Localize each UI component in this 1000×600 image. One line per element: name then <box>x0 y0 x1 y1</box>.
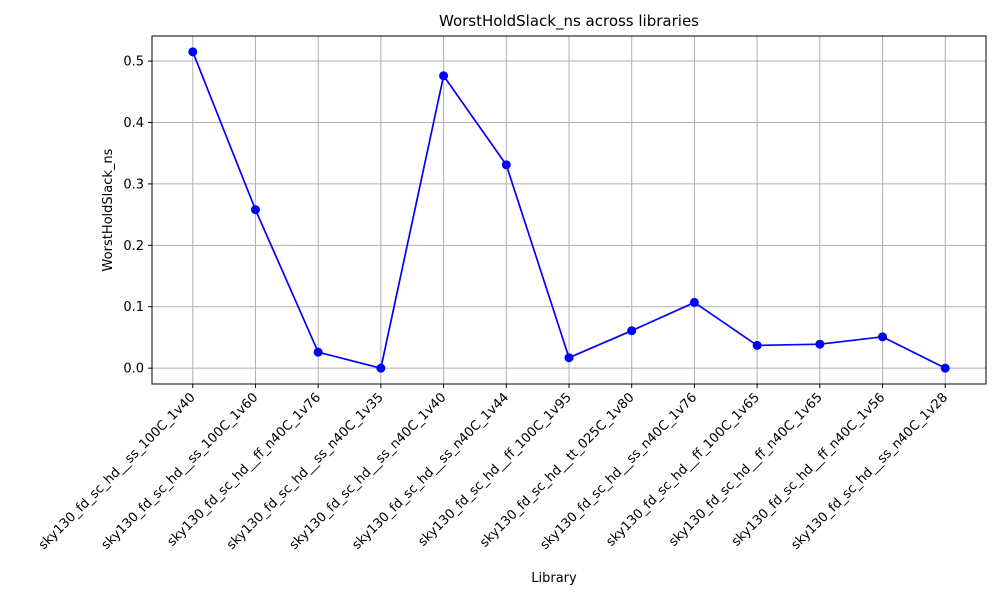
y-tick-label: 0.0 <box>123 362 144 377</box>
y-tick-label: 0.5 <box>123 55 144 70</box>
y-tick-label: 0.2 <box>123 239 144 254</box>
y-tick-label: 0.3 <box>123 177 144 192</box>
data-point <box>313 347 323 357</box>
x-axis-label: Library <box>531 571 577 586</box>
data-point <box>376 363 386 373</box>
data-point <box>878 332 888 342</box>
y-axis-label: WorstHoldSlack_ns <box>101 148 116 271</box>
data-point <box>564 353 574 363</box>
data-point <box>689 297 699 307</box>
data-point <box>627 326 637 336</box>
chart-title: WorstHoldSlack_ns across libraries <box>439 12 699 31</box>
data-point <box>439 71 449 81</box>
data-point <box>752 340 762 350</box>
grid <box>152 36 986 384</box>
y-tick-label: 0.1 <box>123 300 144 315</box>
data-point <box>815 339 825 349</box>
data-point <box>940 363 950 373</box>
data-point <box>188 47 198 57</box>
y-tick-label: 0.4 <box>123 116 144 131</box>
data-point <box>250 205 260 215</box>
series-line-group <box>188 47 950 373</box>
y-axis: 0.0 0.1 0.2 0.3 0.4 0.5 <box>123 55 152 377</box>
data-point <box>501 160 511 170</box>
